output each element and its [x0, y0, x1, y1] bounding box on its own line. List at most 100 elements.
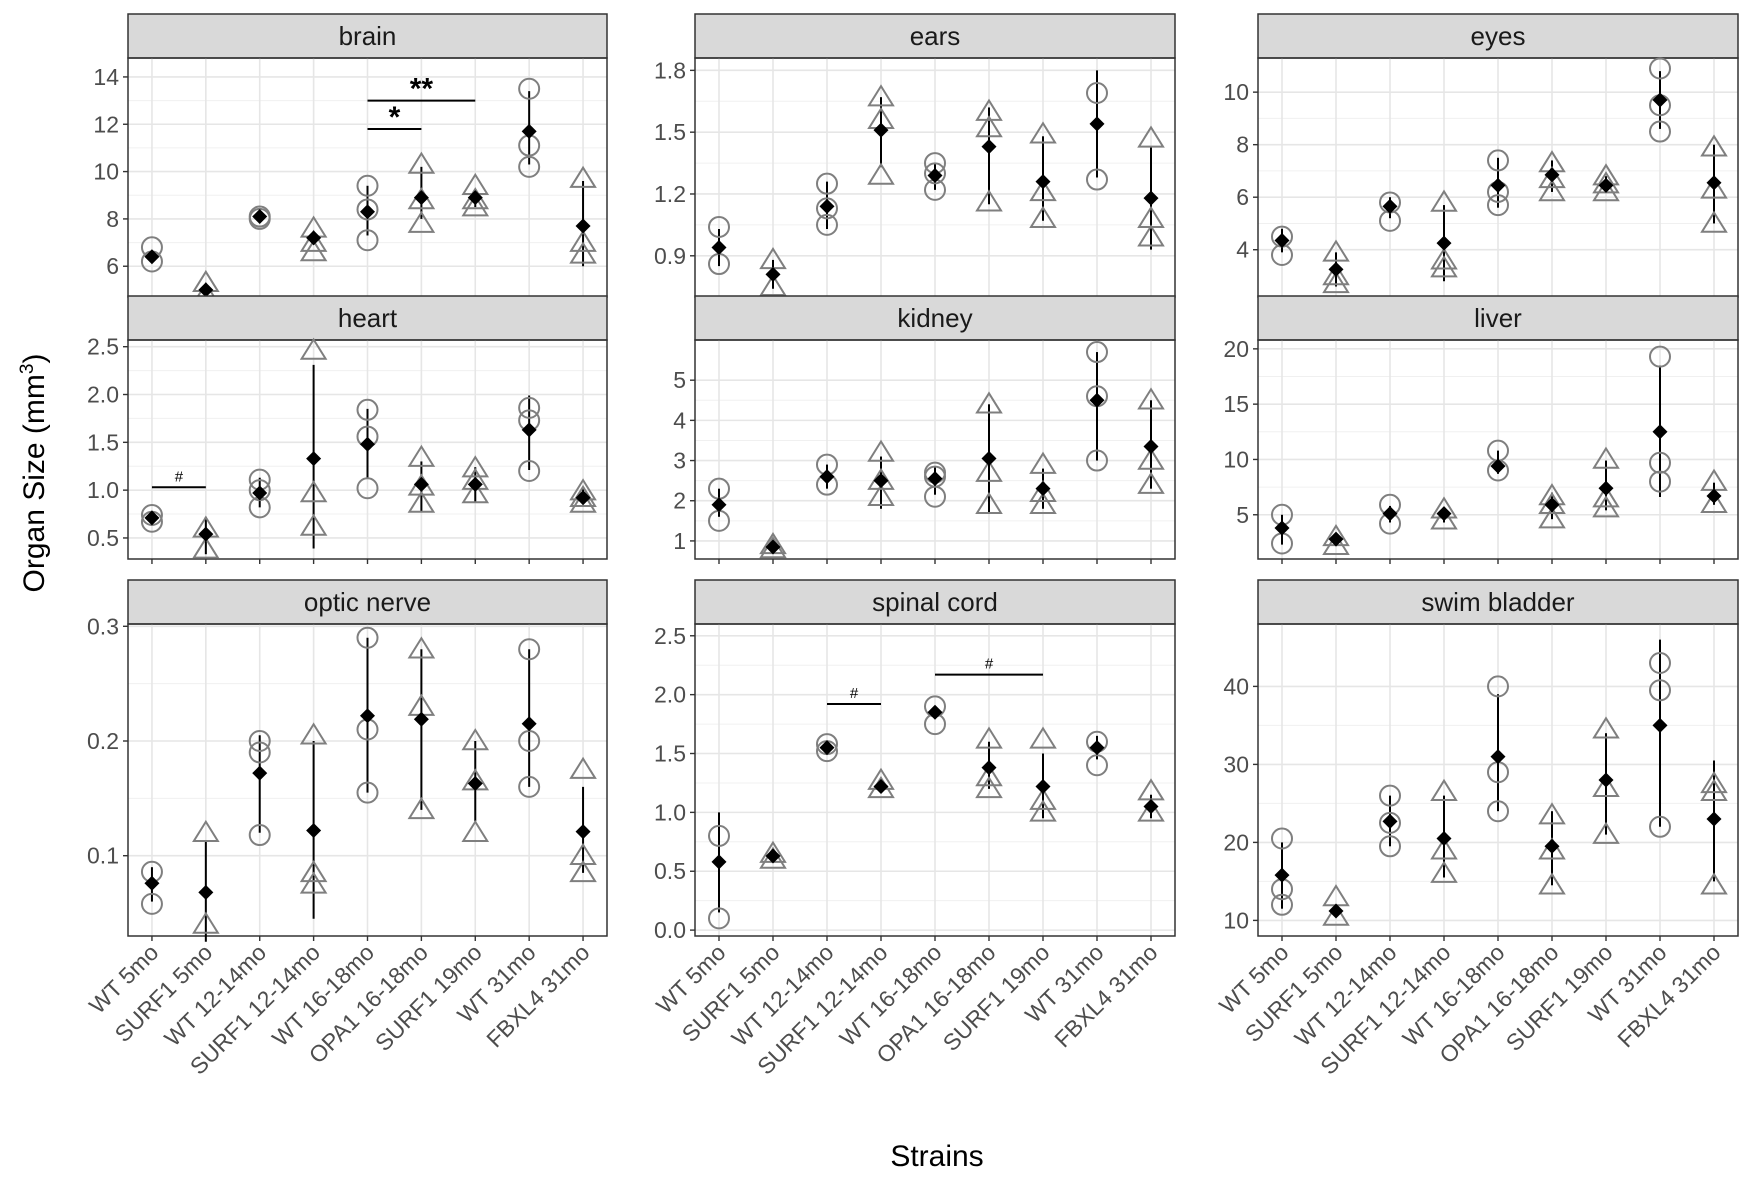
raw-point-triangle — [1430, 507, 1458, 530]
y-tick-label: 0.5 — [87, 525, 119, 551]
mean-marker — [1544, 167, 1560, 183]
mean-marker — [765, 848, 781, 864]
raw-point-circle — [518, 155, 541, 178]
raw-point-triangle — [1538, 802, 1566, 825]
facet-strip — [694, 579, 1176, 625]
raw-point-circle — [708, 215, 730, 238]
raw-point-triangle — [1700, 771, 1728, 794]
raw-point-triangle — [569, 165, 597, 188]
raw-point-circle — [248, 824, 271, 847]
mean-marker — [252, 485, 268, 501]
raw-point-triangle — [1322, 239, 1350, 262]
facet-strip-label: heart — [338, 303, 398, 333]
raw-point-circle — [140, 892, 163, 915]
raw-point-triangle — [1137, 224, 1165, 247]
raw-point-circle — [1487, 800, 1509, 823]
raw-point-triangle — [569, 229, 597, 252]
raw-point-triangle — [867, 483, 895, 506]
raw-point-triangle — [1592, 485, 1620, 508]
mean-marker — [1328, 261, 1344, 277]
raw-point-triangle — [1322, 263, 1350, 286]
raw-point-triangle — [759, 273, 787, 296]
raw-point-circle — [708, 824, 730, 847]
raw-point-triangle — [1137, 799, 1165, 822]
mean-marker — [1382, 198, 1398, 214]
mean-marker — [1544, 838, 1560, 854]
y-tick-label: 8 — [106, 206, 119, 232]
y-tick-label: 1.0 — [654, 799, 686, 825]
facet-strip-label: ears — [910, 21, 961, 51]
facet-strip — [1257, 13, 1739, 59]
raw-point-triangle — [1538, 506, 1566, 529]
mean-marker — [765, 266, 781, 282]
raw-point-triangle — [569, 842, 597, 865]
y-tick-label: 30 — [1223, 751, 1249, 777]
mean-marker — [467, 775, 483, 791]
raw-point-triangle — [407, 210, 436, 233]
mean-marker — [198, 884, 214, 900]
mean-marker — [1598, 480, 1614, 496]
mean-marker — [1143, 798, 1159, 814]
mean-marker — [198, 526, 214, 542]
raw-point-triangle — [407, 636, 436, 659]
raw-point-triangle — [867, 84, 895, 107]
y-tick-label: 2.0 — [87, 382, 119, 408]
raw-point-circle — [1086, 754, 1108, 777]
raw-point-triangle — [975, 491, 1003, 515]
raw-point-triangle — [867, 439, 895, 462]
y-tick-label: 40 — [1223, 673, 1249, 699]
raw-point-triangle — [461, 728, 490, 751]
raw-point-triangle — [1592, 716, 1620, 739]
raw-point-triangle — [1592, 774, 1620, 798]
mean-marker — [1035, 174, 1051, 190]
raw-point-triangle — [975, 189, 1003, 212]
raw-point-triangle — [1430, 247, 1458, 270]
mean-marker — [819, 198, 835, 214]
raw-point-triangle — [569, 860, 597, 883]
raw-point-triangle — [1029, 205, 1057, 228]
y-tick-label: 10 — [1223, 907, 1249, 933]
mean-marker — [252, 209, 268, 225]
facet-strip-label: optic nerve — [304, 587, 431, 617]
y-tick-label: 5 — [673, 367, 686, 393]
y-tick-label: 20 — [1223, 336, 1249, 362]
raw-point-triangle — [975, 459, 1003, 482]
facet-strip-label: brain — [339, 21, 397, 51]
y-tick-label: 0.1 — [87, 843, 119, 869]
y-tick-label: 2.5 — [87, 334, 119, 360]
facet-panels: brain68101214***ears0.91.21.51.8eyes4681… — [84, 13, 1739, 1080]
mean-marker — [1274, 520, 1290, 536]
mean-marker — [575, 824, 591, 840]
y-tick-label: 10 — [93, 159, 119, 185]
raw-point-triangle — [1700, 134, 1728, 157]
y-tick-label: 12 — [93, 111, 119, 137]
raw-point-triangle — [1430, 860, 1458, 883]
mean-marker — [521, 716, 537, 732]
facet-strip-label: kidney — [897, 303, 972, 333]
mean-marker — [1089, 116, 1105, 132]
mean-marker — [765, 539, 781, 555]
mean-marker — [1143, 190, 1159, 206]
facet-strip-label: eyes — [1471, 21, 1526, 51]
raw-point-circle — [1379, 835, 1401, 858]
raw-point-circle — [708, 907, 730, 930]
mean-marker — [1436, 506, 1452, 522]
raw-point-circle — [1649, 451, 1671, 474]
y-tick-label: 10 — [1223, 446, 1249, 472]
mean-marker — [819, 469, 835, 485]
raw-point-circle — [1649, 815, 1671, 838]
mean-marker — [1035, 481, 1051, 497]
mean-marker — [981, 139, 997, 155]
raw-point-triangle — [975, 115, 1003, 138]
raw-point-circle — [248, 205, 271, 228]
raw-point-circle — [1086, 449, 1108, 472]
y-tick-label: 1.5 — [87, 429, 119, 455]
y-tick-label: 15 — [1223, 391, 1249, 417]
raw-point-circle — [816, 172, 838, 195]
y-tick-label: 1.2 — [654, 181, 686, 207]
mean-marker — [144, 875, 160, 891]
raw-point-triangle — [1538, 179, 1566, 202]
raw-point-triangle — [975, 391, 1003, 414]
